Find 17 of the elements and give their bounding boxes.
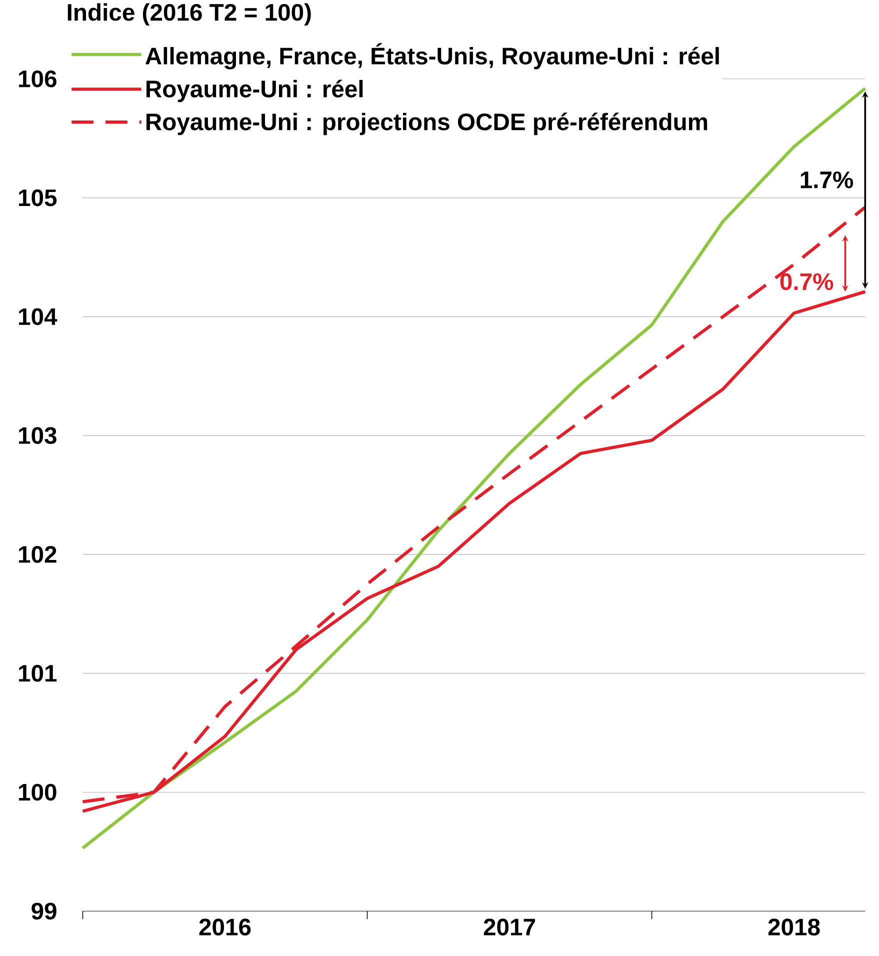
y-tick-label: 103 [18,427,56,444]
legend-label: Royaume-Uni : réel [146,80,363,102]
y-axis-title: Indice (2016 T2 = 100) [68,3,311,26]
y-tick-label: 105 [18,189,57,206]
legend-label: Allemagne, France, États-Unis, Royaume-Uni : réel [145,43,719,70]
x-tick-label: 2016 [199,918,251,936]
legend-label: Royaume-Uni : projections OCDE pré-référendum [146,112,708,136]
x-tick-label: 2018 [768,918,820,936]
annotation: 1.7% [800,171,853,188]
annotation: 0.7% [780,273,834,290]
y-tick-label: 99 [32,902,56,920]
y-tick-label: 106 [18,70,56,88]
y-tick-label: 102 [18,546,56,563]
y-tick-label: 104 [18,308,58,326]
x-tick-label: 2017 [484,918,535,936]
y-tick-label: 100 [18,784,56,801]
y-tick-label: 101 [18,664,57,682]
